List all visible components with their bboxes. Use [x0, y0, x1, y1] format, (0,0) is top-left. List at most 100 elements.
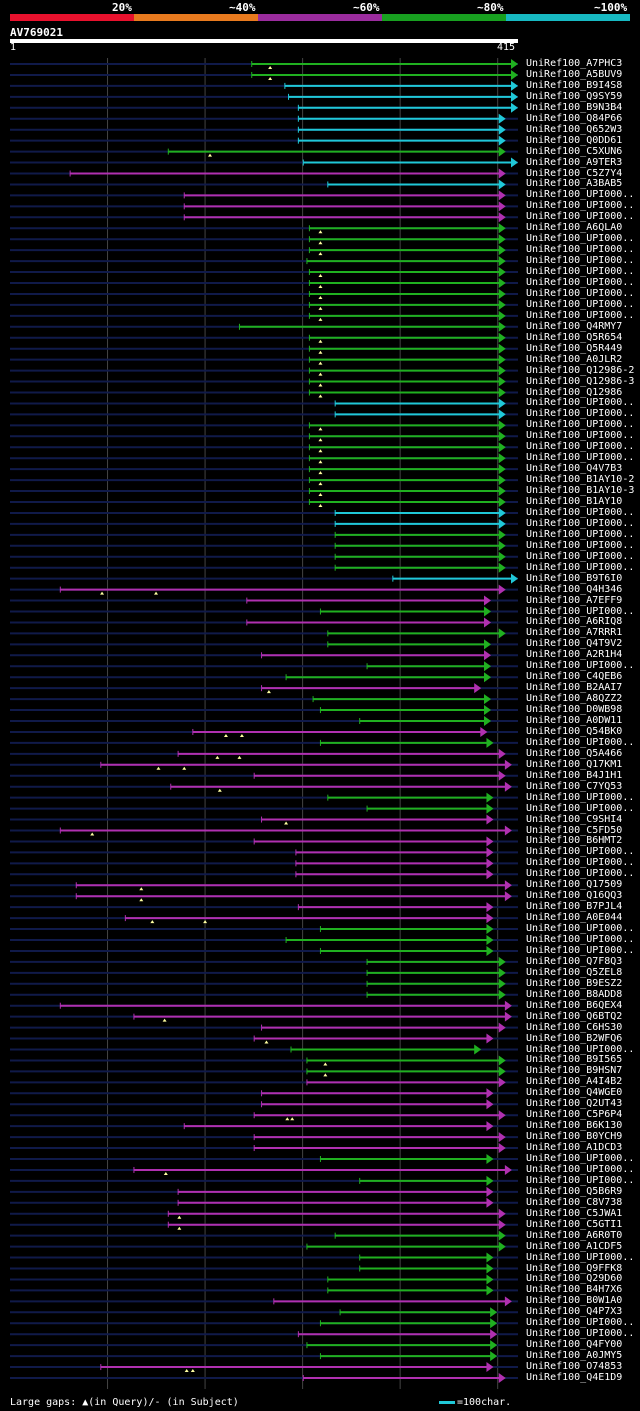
hit-label[interactable]: UniRef100_UPI000..: [526, 287, 635, 299]
hit-label[interactable]: UniRef100_UPI000..: [526, 1153, 635, 1164]
hit-label[interactable]: UniRef100_UPI000..: [526, 408, 635, 420]
hit-label[interactable]: UniRef100_A7EFF9: [526, 594, 623, 606]
hit-label[interactable]: UniRef100_C6HS30: [526, 1021, 623, 1033]
hit-label[interactable]: UniRef100_B9N3B4: [526, 101, 623, 113]
hit-label[interactable]: UniRef100_UPI000..: [526, 233, 635, 245]
hit-label[interactable]: UniRef100_UPI000..: [526, 244, 635, 256]
hit-label[interactable]: UniRef100_B6HMT2: [526, 835, 623, 847]
hit-label[interactable]: UniRef100_Q5ZEL8: [526, 966, 623, 978]
hit-label[interactable]: UniRef100_Q7F8Q3: [526, 955, 623, 967]
hit-label[interactable]: UniRef100_Q5R654: [526, 331, 623, 343]
hit-label[interactable]: UniRef100_Q4RMY7: [526, 320, 623, 332]
hit-label[interactable]: UniRef100_A1CDF5: [526, 1240, 623, 1252]
hit-label[interactable]: UniRef100_A6QLA0: [526, 222, 623, 234]
hit-label[interactable]: UniRef100_Q12986-2: [526, 364, 635, 376]
hit-label[interactable]: UniRef100_A0E044: [526, 912, 623, 924]
hit-label[interactable]: UniRef100_UPI000..: [526, 1043, 635, 1055]
hit-label[interactable]: UniRef100_C5JWA1: [526, 1207, 623, 1219]
hit-label[interactable]: UniRef100_Q5B6R9: [526, 1185, 623, 1197]
hit-label[interactable]: UniRef100_UPI000..: [526, 561, 635, 573]
hit-label[interactable]: UniRef100_UPI000..: [526, 1174, 635, 1186]
hit-label[interactable]: UniRef100_A9TER3: [526, 156, 623, 168]
hit-label[interactable]: UniRef100_C8V738: [526, 1196, 623, 1208]
hit-label[interactable]: UniRef100_C5FD50: [526, 824, 623, 836]
hit-label[interactable]: UniRef100_A0JLR2: [526, 353, 623, 365]
hit-label[interactable]: UniRef100_C5Z7Y4: [526, 167, 623, 179]
hit-label[interactable]: UniRef100_UPI000..: [526, 660, 635, 672]
hit-label[interactable]: UniRef100_Q6BTQ2: [526, 1010, 623, 1022]
hit-label[interactable]: UniRef100_A6RIQ8: [526, 616, 623, 628]
hit-label[interactable]: UniRef100_A7PHC3: [526, 58, 623, 69]
hit-label[interactable]: UniRef100_C5XUN6: [526, 145, 623, 157]
hit-label[interactable]: UniRef100_B1AY10-2: [526, 474, 635, 486]
hit-label[interactable]: UniRef100_D0WB98: [526, 704, 623, 716]
hit-label[interactable]: UniRef100_B6QEX4: [526, 999, 623, 1011]
hit-label[interactable]: UniRef100_A6R0T0: [526, 1229, 623, 1241]
hit-label[interactable]: UniRef100_Q4E1D9: [526, 1372, 623, 1383]
hit-label[interactable]: UniRef100_UPI000..: [526, 1328, 635, 1340]
hit-label[interactable]: UniRef100_B0W1A0: [526, 1295, 623, 1307]
hit-label[interactable]: UniRef100_B4J1H1: [526, 769, 623, 781]
hit-label[interactable]: UniRef100_UPI000..: [526, 452, 635, 464]
hit-label[interactable]: UniRef100_Q17509: [526, 879, 623, 891]
hit-label[interactable]: UniRef100_Q4H346: [526, 583, 623, 595]
hit-label[interactable]: UniRef100_UPI000..: [526, 277, 635, 288]
hit-label[interactable]: UniRef100_UPI000..: [526, 430, 635, 442]
hit-label[interactable]: UniRef100_A2R1H4: [526, 649, 623, 661]
hit-label[interactable]: UniRef100_UPI000..: [526, 1317, 635, 1329]
hit-label[interactable]: UniRef100_UPI000..: [526, 923, 635, 935]
hit-label[interactable]: UniRef100_B1AY10-3: [526, 485, 635, 497]
hit-label[interactable]: UniRef100_UPI000..: [526, 802, 635, 814]
hit-label[interactable]: UniRef100_Q2UT43: [526, 1098, 623, 1110]
hit-label[interactable]: UniRef100_UPI000..: [526, 517, 635, 529]
hit-label[interactable]: UniRef100_B4H7X6: [526, 1284, 623, 1296]
hit-label[interactable]: UniRef100_B8ADD8: [526, 988, 623, 1000]
hit-label[interactable]: UniRef100_Q84P66: [526, 112, 623, 124]
hit-label[interactable]: UniRef100_Q4V7B3: [526, 463, 623, 475]
hit-label[interactable]: UniRef100_B9I565: [526, 1054, 623, 1066]
hit-label[interactable]: UniRef100_UPI000..: [526, 868, 635, 880]
hit-label[interactable]: UniRef100_O74853: [526, 1361, 623, 1373]
hit-label[interactable]: UniRef100_B1AY10: [526, 496, 623, 507]
hit-label[interactable]: UniRef100_C5GTI1: [526, 1218, 623, 1230]
hit-label[interactable]: UniRef100_UPI000..: [526, 736, 635, 748]
hit-label[interactable]: UniRef100_UPI000..: [526, 255, 635, 267]
hit-label[interactable]: UniRef100_B0YCH9: [526, 1131, 623, 1143]
hit-label[interactable]: UniRef100_A5BUV9: [526, 68, 623, 80]
hit-label[interactable]: UniRef100_B9ESZ2: [526, 977, 623, 989]
hit-label[interactable]: UniRef100_B2WFQ6: [526, 1032, 623, 1044]
hit-label[interactable]: UniRef100_UPI000..: [526, 857, 635, 869]
hit-label[interactable]: UniRef100_B7PJL4: [526, 901, 623, 913]
hit-label[interactable]: UniRef100_UPI000..: [526, 528, 635, 540]
hit-label[interactable]: UniRef100_C7YQ53: [526, 780, 623, 792]
hit-label[interactable]: UniRef100_Q5R449: [526, 342, 623, 354]
hit-label[interactable]: UniRef100_B9I4S8: [526, 79, 623, 91]
hit-label[interactable]: UniRef100_A3BAB5: [526, 178, 623, 190]
hit-label[interactable]: UniRef100_Q54BK0: [526, 725, 623, 737]
hit-label[interactable]: UniRef100_UPI000..: [526, 605, 635, 617]
hit-label[interactable]: UniRef100_UPI000..: [526, 1251, 635, 1263]
hit-label[interactable]: UniRef100_Q9FFK8: [526, 1262, 623, 1274]
hit-label[interactable]: UniRef100_Q4FY00: [526, 1339, 623, 1351]
hit-label[interactable]: UniRef100_A0JMY5: [526, 1350, 623, 1362]
hit-label[interactable]: UniRef100_Q0DD61: [526, 134, 623, 146]
hit-label[interactable]: UniRef100_UPI000..: [526, 1163, 635, 1175]
hit-label[interactable]: UniRef100_Q17KM1: [526, 758, 623, 770]
hit-label[interactable]: UniRef100_UPI000..: [526, 506, 635, 518]
hit-label[interactable]: UniRef100_UPI000..: [526, 441, 635, 453]
hit-label[interactable]: UniRef100_UPI000..: [526, 397, 635, 409]
hit-label[interactable]: UniRef100_Q12986-3: [526, 375, 635, 387]
hit-label[interactable]: UniRef100_Q4WGE0: [526, 1087, 623, 1099]
hit-label[interactable]: UniRef100_UPI000..: [526, 944, 635, 956]
hit-label[interactable]: UniRef100_UPI000..: [526, 309, 635, 321]
hit-label[interactable]: UniRef100_A4I4B2: [526, 1076, 623, 1088]
hit-label[interactable]: UniRef100_UPI000..: [526, 539, 635, 551]
hit-label[interactable]: UniRef100_Q652W3: [526, 123, 623, 135]
hit-label[interactable]: UniRef100_Q4P7X3: [526, 1306, 623, 1318]
hit-label[interactable]: UniRef100_UPI000..: [526, 419, 635, 431]
hit-label[interactable]: UniRef100_A0DW11: [526, 715, 623, 726]
hit-label[interactable]: UniRef100_C5P6P4: [526, 1109, 623, 1121]
hit-label[interactable]: UniRef100_Q29D60: [526, 1273, 623, 1285]
hit-label[interactable]: UniRef100_UPI000..: [526, 934, 635, 945]
hit-label[interactable]: UniRef100_B9HSN7: [526, 1065, 623, 1077]
